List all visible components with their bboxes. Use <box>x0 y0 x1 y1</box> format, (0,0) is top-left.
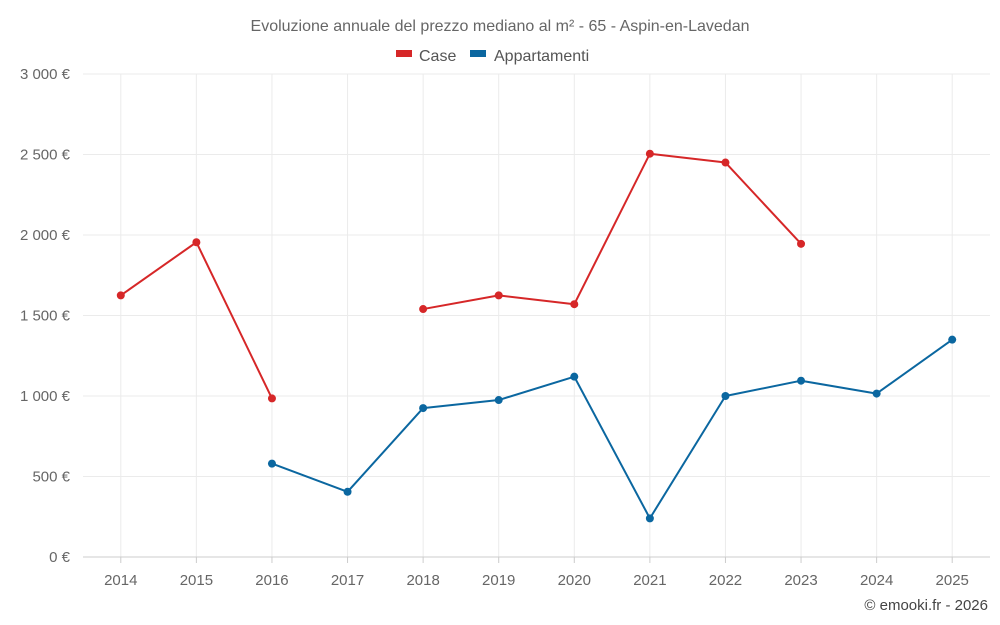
data-point[interactable] <box>872 389 881 398</box>
data-point[interactable] <box>494 396 503 405</box>
x-tick-label: 2015 <box>180 572 213 589</box>
x-tick-label: 2019 <box>482 572 515 589</box>
data-point[interactable] <box>948 335 957 344</box>
x-tick-label: 2024 <box>860 572 893 589</box>
data-point[interactable] <box>116 291 125 300</box>
grid <box>83 73 990 557</box>
series <box>116 149 957 523</box>
data-point[interactable] <box>645 149 654 158</box>
series-appartamenti <box>267 335 957 523</box>
x-tick-label: 2023 <box>784 572 817 589</box>
data-point[interactable] <box>192 238 201 247</box>
data-point[interactable] <box>721 392 730 400</box>
legend-label-appartamenti[interactable]: Appartamenti <box>494 48 589 65</box>
legend-swatch-appartamenti <box>470 50 486 57</box>
series-line-segment <box>422 152 802 311</box>
data-point[interactable] <box>419 404 428 413</box>
axes: 0 € 500 € 1 000 € 1 500 € 2 000 € 2 500 € 3 00… <box>20 66 990 589</box>
data-point[interactable] <box>494 291 503 300</box>
series-case <box>116 149 806 403</box>
x-tick-label: 2014 <box>104 572 137 589</box>
legend-label-case[interactable]: Case <box>419 48 456 65</box>
data-point[interactable] <box>645 514 654 523</box>
data-point[interactable] <box>721 158 730 167</box>
x-tick-label: 2021 <box>633 572 666 589</box>
data-point[interactable] <box>797 376 806 385</box>
y-tick-label: 0 € <box>49 549 71 566</box>
y-tick-label: 3 000 € <box>20 66 71 83</box>
y-tick-label: 2 500 € <box>20 147 71 164</box>
data-point[interactable] <box>267 394 276 403</box>
x-tick-label: 2025 <box>936 572 969 589</box>
chart-title: Evoluzione annuale del prezzo mediano al… <box>251 18 750 35</box>
x-tick-label: 2016 <box>255 572 288 589</box>
series-line-segment <box>271 338 953 520</box>
x-tick-label: 2022 <box>709 572 742 589</box>
legend-swatch-case <box>396 50 412 57</box>
x-tick-label: 2017 <box>331 572 364 589</box>
data-point[interactable] <box>570 372 579 381</box>
legend: Case Appartamenti <box>396 48 589 65</box>
data-point[interactable] <box>570 300 579 309</box>
credit-text: © emooki.fr - 2026 <box>864 597 988 614</box>
y-tick-label: 1 000 € <box>20 388 71 405</box>
y-tick-label: 1 500 € <box>20 308 71 325</box>
y-tick-label: 2 000 € <box>20 227 71 244</box>
data-point[interactable] <box>267 459 276 468</box>
x-tick-label: 2020 <box>558 572 591 589</box>
data-point[interactable] <box>797 239 806 248</box>
x-tick-label: 2018 <box>406 572 439 589</box>
data-point[interactable] <box>343 487 352 496</box>
y-tick-label: 500 € <box>32 469 70 486</box>
data-point[interactable] <box>419 305 428 314</box>
